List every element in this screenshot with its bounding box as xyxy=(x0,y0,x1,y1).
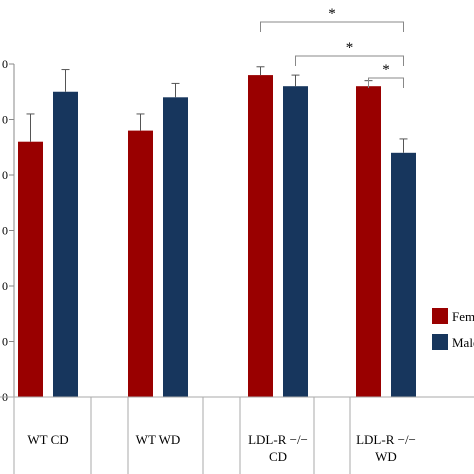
category-table: WT CD WT WD LDL-R −/− CD LDL-R −/− WD xyxy=(0,396,474,474)
bar-male-0 xyxy=(53,91,78,397)
category-label: LDL-R −/− xyxy=(248,432,308,447)
category-label: WT WD xyxy=(136,432,181,447)
bar-fema-3 xyxy=(356,86,381,397)
significance-star: * xyxy=(382,62,390,78)
bar-fema-0 xyxy=(18,141,43,397)
category-label: WT CD xyxy=(27,432,68,447)
significance-star: * xyxy=(328,6,336,22)
significance-bracket xyxy=(368,77,404,88)
significance-bracket xyxy=(295,55,404,66)
significance-layer: * * * xyxy=(260,6,404,88)
bar-fema-1 xyxy=(128,130,153,397)
y-tick-label: 0 xyxy=(2,57,8,71)
bars-layer xyxy=(18,66,416,398)
category-label: WD xyxy=(375,449,397,464)
y-tick-label: 0 xyxy=(2,279,8,293)
category-label: CD xyxy=(269,449,287,464)
y-tick-label: 0 xyxy=(2,335,8,349)
y-tick-label: 0 xyxy=(2,113,8,127)
bar-male-3 xyxy=(391,152,416,397)
y-tick-label: 0 xyxy=(2,168,8,182)
category-label: LDL-R −/− xyxy=(356,432,416,447)
bar-fema-2 xyxy=(248,75,273,397)
y-tick-label: 0 xyxy=(2,224,8,238)
legend-swatch-fema xyxy=(432,308,448,324)
significance-star: * xyxy=(346,40,354,56)
legend: Fema Male xyxy=(432,308,474,350)
legend-label-fema: Fema xyxy=(452,309,474,324)
bar-male-1 xyxy=(163,97,188,398)
bar-male-2 xyxy=(283,86,308,397)
legend-swatch-male xyxy=(432,334,448,350)
legend-label-male: Male xyxy=(452,335,474,350)
significance-bracket xyxy=(260,21,404,32)
